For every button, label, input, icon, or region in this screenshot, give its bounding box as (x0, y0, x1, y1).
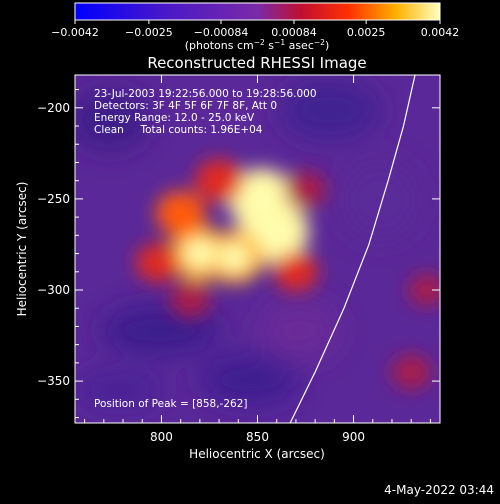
y-axis: −200 −250 −300 −350 (37, 89, 440, 419)
unit-part-4: asec (285, 39, 314, 52)
peak-position-label: Position of Peak = [858,-262] (94, 398, 248, 410)
info-line-3: Clean Total counts: 1.96E+04 (94, 124, 263, 136)
background-texture (75, 80, 420, 410)
info-block: 23-Jul-2003 19:22:56.000 to 19:28:56.000… (94, 88, 317, 136)
x-axis: 800 850 900 (84, 75, 431, 444)
unit-part-2: s (265, 39, 274, 52)
x-tick-label-2: 900 (342, 430, 365, 444)
emission-source-7 (274, 252, 318, 292)
colorbar-ticks: −0.0042 −0.0025 −0.00084 0.00084 0.0025 0.004… (51, 20, 459, 39)
x-axis-title: Heliocentric X (arcsec) (189, 447, 325, 461)
colorbar-unit-label: (photons cm−2 s−1 asec−2) (185, 38, 330, 52)
emission-core-3 (218, 243, 251, 272)
colorbar-tick-label-1: −0.0025 (125, 26, 173, 39)
x-tick-label-0: 800 (150, 430, 173, 444)
y-tick-label-0: −200 (37, 101, 70, 115)
emission-sources (135, 159, 440, 390)
y-axis-title: Heliocentric Y (arcsec) (15, 182, 29, 317)
unit-part-3: −1 (274, 38, 285, 47)
x-tick-label-1: 850 (246, 430, 269, 444)
emission-core-2 (183, 239, 216, 268)
emission-source-5 (195, 159, 243, 203)
info-line-0: 23-Jul-2003 19:22:56.000 to 19:28:56.000 (94, 88, 317, 100)
solar-limb-curve (289, 75, 416, 423)
emission-source-6 (135, 243, 180, 283)
plot-area (75, 75, 440, 423)
emission-core-0 (254, 215, 291, 248)
colorbar-tick-label-5: 0.0042 (421, 26, 460, 39)
y-tick-label-2: −300 (37, 283, 70, 297)
colorbar-tick-label-0: −0.0042 (51, 26, 99, 39)
colorbar: −0.0042 −0.0025 −0.00084 0.00084 0.0025 0.004… (51, 2, 459, 52)
chart-title: Reconstructed RHESSI Image (147, 54, 366, 72)
unit-part-6: ) (325, 39, 329, 52)
colorbar-tick-label-3: 0.00084 (271, 26, 317, 39)
timestamp: 4-May-2022 03:44 (384, 483, 494, 497)
colorbar-tick-label-2: −0.00084 (194, 26, 249, 39)
emission-core-1 (244, 183, 279, 215)
emission-source-10 (391, 354, 431, 390)
info-line-1: Detectors: 3F 4F 5F 6F 7F 8F, Att 0 (94, 100, 277, 112)
emission-source-11 (408, 273, 440, 307)
unit-part-0: (photons cm (185, 39, 254, 52)
unit-part-1: −2 (254, 38, 265, 47)
colorbar-tick-label-4: 0.0025 (347, 26, 386, 39)
y-tick-label-3: −350 (37, 374, 70, 388)
y-tick-label-1: −250 (37, 192, 70, 206)
emission-source-9 (284, 171, 327, 209)
info-line-2: Energy Range: 12.0 - 25.0 keV (94, 112, 255, 124)
colorbar-gradient (74, 2, 441, 21)
emission-source-4 (155, 190, 206, 236)
unit-part-5: −2 (314, 38, 325, 47)
emission-source-8 (169, 280, 211, 318)
